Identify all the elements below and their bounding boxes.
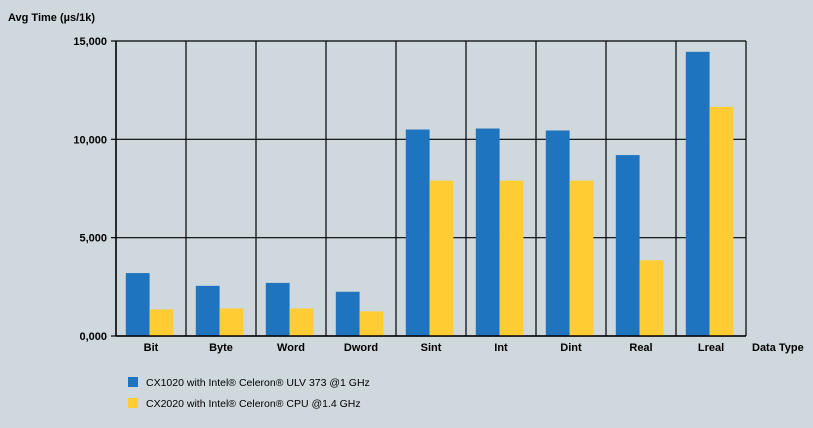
cx2020-bar (709, 106, 734, 336)
cx2020-bar (569, 180, 594, 336)
cx1020-bar (475, 128, 500, 336)
y-tick-label: 15,000 (73, 36, 107, 48)
cx1020-bar (125, 273, 150, 336)
legend-swatch (128, 377, 138, 387)
cx1020-bar (545, 130, 570, 336)
x-tick-label: Byte (209, 342, 233, 354)
cx2020-bar (219, 308, 244, 336)
x-tick-label: Bit (144, 342, 159, 354)
cx1020-bar (685, 51, 710, 337)
grid (115, 40, 747, 337)
legend: CX1020 with Intel® Celeron® ULV 373 @1 G… (128, 377, 370, 410)
x-tick-label: Dword (344, 342, 378, 354)
y-axis-title: Avg Time (µs/1k) (8, 12, 95, 24)
legend-swatch (128, 398, 138, 408)
cx1020-bar (405, 129, 430, 336)
y-tick-label: 5,000 (79, 233, 107, 245)
x-tick-label: Lreal (698, 342, 724, 354)
bars (125, 51, 734, 337)
legend-label: CX2020 with Intel® Celeron® CPU @1.4 GHz (146, 398, 361, 410)
cx1020-bar (335, 291, 360, 336)
x-axis-title: Data Type (752, 342, 804, 354)
x-tick-label: Word (277, 342, 305, 354)
x-tick-label: Int (494, 342, 508, 354)
cx1020-bar (265, 282, 290, 336)
cx2020-bar (359, 311, 384, 336)
cx1020-bar (615, 155, 640, 336)
cx2020-bar (289, 308, 314, 336)
y-tick-label: 0,000 (79, 331, 107, 343)
y-tick-label: 10,000 (73, 134, 107, 146)
cx2020-bar (429, 180, 454, 336)
axes: 0,000 5,000 10,000 15,000 Bit Byte Word Dword Si… (73, 36, 746, 354)
cx1020-bar (195, 285, 220, 336)
cx2020-bar (499, 180, 524, 336)
cx2020-bar (149, 309, 174, 336)
legend-label: CX1020 with Intel® Celeron® ULV 373 @1 G… (146, 377, 370, 389)
x-tick-label: Real (629, 342, 652, 354)
x-tick-label: Sint (421, 342, 442, 354)
x-tick-label: Dint (560, 342, 582, 354)
cx2020-bar (639, 260, 664, 336)
